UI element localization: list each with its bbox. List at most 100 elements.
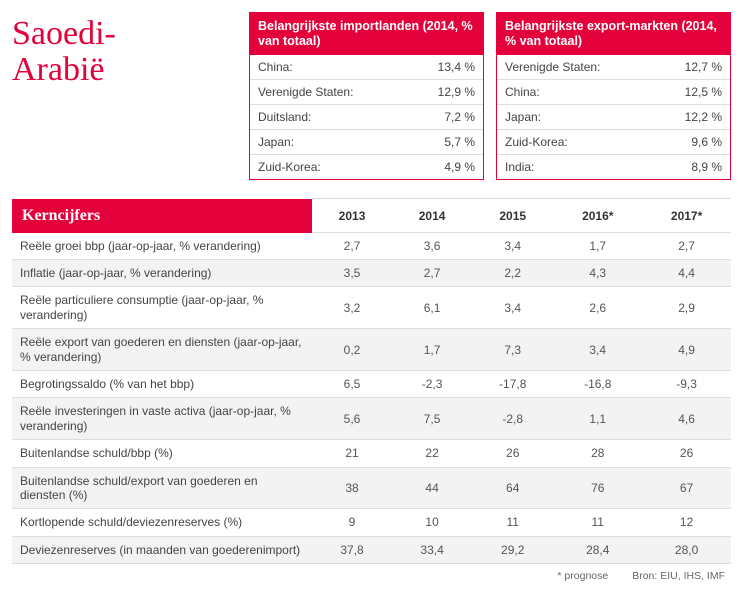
kern-cell: 3,4	[472, 287, 553, 329]
kern-row-label: Deviezenreserves (in maanden van goedere…	[12, 536, 312, 563]
kern-cell: 2,7	[312, 233, 392, 260]
export-label: Zuid-Korea:	[505, 135, 568, 149]
import-value: 5,7 %	[444, 135, 475, 149]
import-label: China:	[258, 60, 293, 74]
export-value: 12,2 %	[685, 110, 722, 124]
export-table: Belangrijkste export-markten (2014, % va…	[496, 12, 731, 180]
kern-cell: 29,2	[472, 536, 553, 563]
kern-cell: 7,3	[472, 329, 553, 371]
kern-row-label: Begrotingssaldo (% van het bbp)	[12, 370, 312, 397]
import-row: China: 13,4 %	[250, 55, 483, 79]
export-row: Japan: 12,2 %	[497, 104, 730, 129]
kern-cell: -16,8	[553, 370, 642, 397]
kern-cell: 67	[642, 467, 731, 509]
export-label: Verenigde Staten:	[505, 60, 600, 74]
export-row: India:8,9 %	[497, 154, 730, 179]
kern-row-label: Buitenlandse schuld/export van goederen …	[12, 467, 312, 509]
kern-cell: 6,5	[312, 370, 392, 397]
page-title: Saoedi- Arabië	[12, 16, 237, 87]
import-row: Japan: 5,7 %	[250, 129, 483, 154]
kern-cell: 2,7	[642, 233, 731, 260]
kern-cell: 2,9	[642, 287, 731, 329]
kern-cell: 3,4	[472, 233, 553, 260]
title-line-1: Saoedi-	[12, 15, 116, 52]
kern-cell: 7,5	[392, 398, 472, 440]
kern-cell: 26	[642, 440, 731, 467]
kern-row-label: Reële export van goederen en diensten (j…	[12, 329, 312, 371]
kern-cell: 4,9	[642, 329, 731, 371]
kern-cell: 2,7	[392, 260, 472, 287]
kern-cell: 10	[392, 509, 472, 536]
kern-cell: -17,8	[472, 370, 553, 397]
kern-row: Deviezenreserves (in maanden van goedere…	[12, 536, 731, 563]
kern-row: Buitenlandse schuld/export van goederen …	[12, 467, 731, 509]
footer: * prognose Bron: EIU, IHS, IMF	[12, 570, 731, 582]
export-label: Japan:	[505, 110, 541, 124]
import-value: 7,2 %	[444, 110, 475, 124]
import-row: Zuid-Korea: 4,9 %	[250, 154, 483, 179]
kern-cell: 6,1	[392, 287, 472, 329]
kern-cell: 38	[312, 467, 392, 509]
kern-cell: 28	[553, 440, 642, 467]
kern-cell: 5,6	[312, 398, 392, 440]
kern-row: Kortlopende schuld/deviezenreserves (%)9…	[12, 509, 731, 536]
kern-row: Inflatie (jaar-op-jaar, % verandering)3,…	[12, 260, 731, 287]
export-value: 12,5 %	[685, 85, 722, 99]
kern-cell: 4,3	[553, 260, 642, 287]
kern-cell: 3,4	[553, 329, 642, 371]
export-row: Zuid-Korea: 9,6 %	[497, 129, 730, 154]
kern-row-label: Reële groei bbp (jaar-op-jaar, % verande…	[12, 233, 312, 260]
kern-year-1: 2014	[392, 199, 472, 233]
kern-cell: 0,2	[312, 329, 392, 371]
import-value: 13,4 %	[438, 60, 475, 74]
kern-year-3: 2016*	[553, 199, 642, 233]
import-label: Japan:	[258, 135, 294, 149]
kern-row: Reële particuliere consumptie (jaar-op-j…	[12, 287, 731, 329]
kern-row-label: Buitenlandse schuld/bbp (%)	[12, 440, 312, 467]
export-row: China: 12,5 %	[497, 79, 730, 104]
import-value: 4,9 %	[444, 160, 475, 174]
export-row: Verenigde Staten: 12,7 %	[497, 55, 730, 79]
kern-cell: 1,1	[553, 398, 642, 440]
export-label: China:	[505, 85, 540, 99]
kern-cell: 3,5	[312, 260, 392, 287]
kern-table: Kerncijfers 2013 2014 2015 2016* 2017* R…	[12, 198, 731, 564]
kern-row-label: Reële particuliere consumptie (jaar-op-j…	[12, 287, 312, 329]
kern-row-label: Inflatie (jaar-op-jaar, % verandering)	[12, 260, 312, 287]
kern-cell: -2,8	[472, 398, 553, 440]
kern-cell: 1,7	[553, 233, 642, 260]
kern-cell: 26	[472, 440, 553, 467]
kern-year-2: 2015	[472, 199, 553, 233]
footer-bron: Bron: EIU, IHS, IMF	[632, 570, 725, 582]
kern-cell: 33,4	[392, 536, 472, 563]
kern-cell: 28,4	[553, 536, 642, 563]
kern-row: Reële export van goederen en diensten (j…	[12, 329, 731, 371]
title-block: Saoedi- Arabië	[12, 12, 237, 180]
kern-row: Reële groei bbp (jaar-op-jaar, % verande…	[12, 233, 731, 260]
kern-cell: 44	[392, 467, 472, 509]
kern-cell: 2,6	[553, 287, 642, 329]
import-label: Duitsland:	[258, 110, 311, 124]
kern-cell: 4,4	[642, 260, 731, 287]
kern-row: Begrotingssaldo (% van het bbp)6,5-2,3-1…	[12, 370, 731, 397]
kern-year-4: 2017*	[642, 199, 731, 233]
import-label: Zuid-Korea:	[258, 160, 321, 174]
title-line-2: Arabië	[12, 51, 105, 88]
export-value: 12,7 %	[685, 60, 722, 74]
kern-row: Buitenlandse schuld/bbp (%)2122262826	[12, 440, 731, 467]
kern-cell: 12	[642, 509, 731, 536]
footer-prognose: * prognose	[557, 570, 608, 582]
kern-cell: 21	[312, 440, 392, 467]
import-table: Belangrijkste importlanden (2014, % van …	[249, 12, 484, 180]
kern-row-label: Reële investeringen in vaste activa (jaa…	[12, 398, 312, 440]
import-table-body: China: 13,4 % Verenigde Staten:12,9 % Duits…	[250, 55, 483, 179]
kern-cell: 76	[553, 467, 642, 509]
kern-header-label: Kerncijfers	[12, 199, 312, 233]
export-table-body: Verenigde Staten: 12,7 % China: 12,5 % Japan…	[497, 55, 730, 179]
import-row: Verenigde Staten:12,9 %	[250, 79, 483, 104]
export-label: India:	[505, 160, 534, 174]
kern-row: Reële investeringen in vaste activa (jaa…	[12, 398, 731, 440]
kern-cell: 22	[392, 440, 472, 467]
kern-cell: 3,6	[392, 233, 472, 260]
export-value: 9,6 %	[691, 135, 722, 149]
